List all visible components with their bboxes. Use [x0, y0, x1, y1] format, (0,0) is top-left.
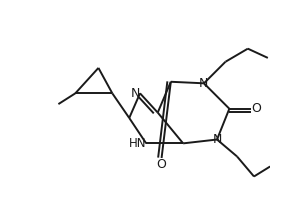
Text: HN: HN [129, 137, 146, 150]
Text: O: O [251, 102, 261, 115]
Text: N: N [131, 87, 140, 100]
Text: N: N [212, 133, 222, 146]
Text: O: O [157, 158, 166, 171]
Text: N: N [199, 77, 209, 90]
